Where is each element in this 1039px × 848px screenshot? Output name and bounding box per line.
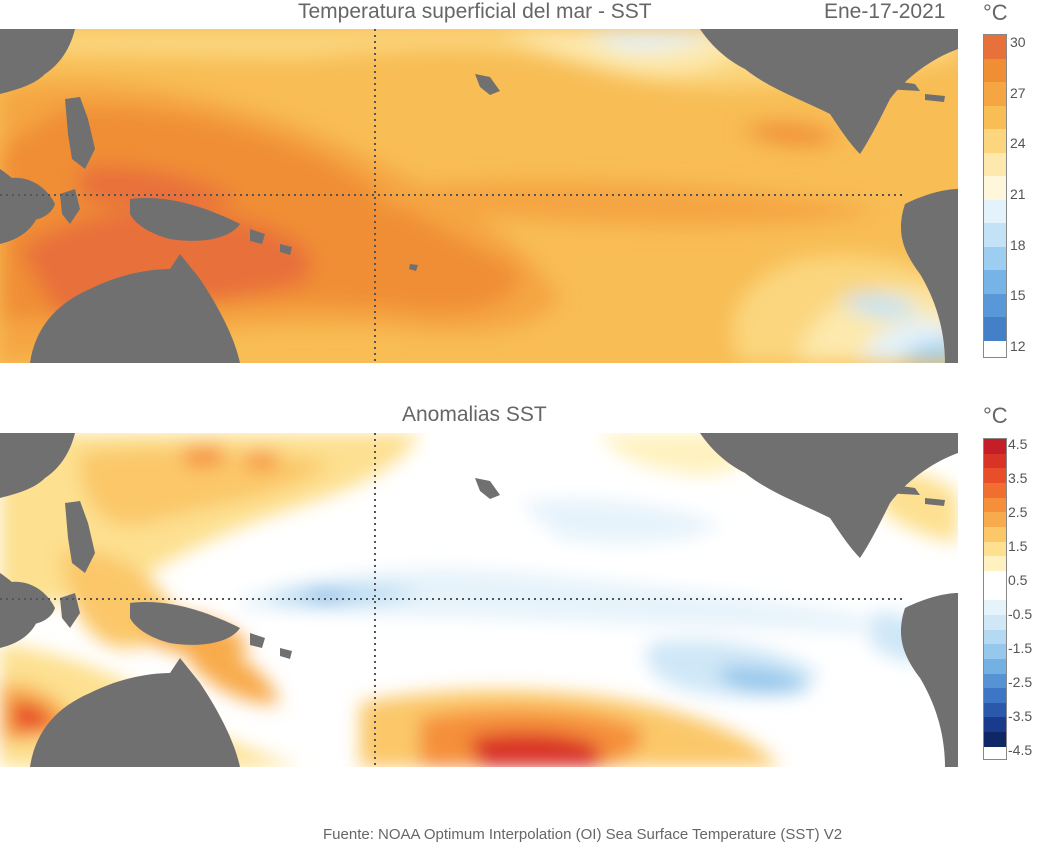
sst-colorbar-swatch	[984, 58, 1006, 83]
anomaly-colorbar-swatch	[984, 629, 1006, 645]
anomaly-colorbar-tick-label: -0.5	[1008, 606, 1033, 622]
anomaly-colorbar-swatch	[984, 453, 1006, 469]
sst-colorbar-tick-label: 15	[1010, 287, 1026, 304]
anomaly-colorbar-swatch	[984, 512, 1006, 527]
anomaly-colorbar-swatch	[984, 556, 1006, 571]
sst-colorbar-swatch	[984, 105, 1006, 130]
sst-colorbar-tick-label: 12	[1010, 338, 1026, 354]
sst-map-title: Temperatura superficial del mar - SST	[298, 0, 652, 23]
anomaly-colorbar	[983, 438, 1007, 760]
sst-colorbar	[983, 34, 1007, 358]
sst-colorbar-tick-label: 27	[1010, 84, 1026, 101]
anomaly-colorbar-tick-label: 1.5	[1008, 538, 1028, 554]
anomaly-colorbar-swatch	[984, 585, 1006, 601]
sst-colorbar-tick-label: 30	[1010, 34, 1026, 50]
anomaly-colorbar-swatch	[984, 732, 1006, 747]
anomaly-map-title: Anomalias SST	[402, 403, 547, 426]
sst-colorbar-swatch	[984, 129, 1006, 153]
sst-colorbar-swatch	[984, 199, 1006, 224]
sst-colorbar-swatch	[984, 246, 1006, 271]
anomaly-colorbar-swatch	[984, 439, 1006, 454]
anomaly-colorbar-tick-label: 4.5	[1008, 436, 1028, 452]
anomaly-colorbar-tick-label: 3.5	[1008, 470, 1028, 486]
anomaly-colorbar-swatch	[984, 717, 1006, 733]
anomaly-colorbar-tick-label: -2.5	[1008, 674, 1033, 690]
anomaly-colorbar-swatch	[984, 644, 1006, 659]
anomaly-colorbar-tick-label: 2.5	[1008, 504, 1028, 520]
anomaly-colorbar-swatch	[984, 688, 1006, 703]
anomaly-colorbar-swatch	[984, 600, 1006, 615]
anomaly-colorbar-swatch	[984, 497, 1006, 513]
sst-colorbar-swatch	[984, 82, 1006, 106]
anomaly-colorbar-swatch	[984, 702, 1006, 718]
sst-map	[0, 29, 958, 363]
sst-colorbar-tick-label: 18	[1010, 236, 1026, 253]
anomaly-colorbar-swatch	[984, 526, 1006, 542]
anomaly-colorbar-tick-label: -4.5	[1008, 742, 1033, 758]
anomaly-colorbar-tick-label: -3.5	[1008, 708, 1033, 724]
anomaly-colorbar-tick-label: -1.5	[1008, 640, 1033, 656]
sst-colorbar-swatch	[984, 152, 1006, 177]
anomaly-colorbar-swatch	[984, 468, 1006, 483]
anomaly-colorbar-swatch	[984, 482, 1006, 498]
anomaly-landmass-shapes	[0, 433, 958, 767]
sst-colorbar-swatch	[984, 223, 1006, 247]
anomaly-unit-label: °C	[983, 403, 1008, 428]
sst-date-label: Ene-17-2021	[824, 0, 946, 23]
sst-colorbar-swatch	[984, 35, 1006, 59]
data-source-credit: Fuente: NOAA Optimum Interpolation (OI) …	[323, 826, 843, 843]
sst-landmass-shapes	[0, 29, 958, 363]
anomaly-colorbar-swatch	[984, 541, 1006, 557]
anomaly-map	[0, 433, 958, 767]
sst-colorbar-swatch	[984, 317, 1006, 341]
sst-colorbar-tick-label: 24	[1010, 135, 1026, 152]
anomaly-colorbar-tick-label: 0.5	[1008, 572, 1028, 588]
anomaly-colorbar-swatch	[984, 614, 1006, 630]
anomaly-colorbar-swatch	[984, 658, 1006, 674]
anomaly-colorbar-swatch	[984, 570, 1006, 586]
anomaly-colorbar-swatch	[984, 673, 1006, 689]
sst-colorbar-swatch	[984, 270, 1006, 294]
sst-colorbar-swatch	[984, 176, 1006, 200]
sst-colorbar-swatch	[984, 293, 1006, 318]
sst-unit-label: °C	[983, 0, 1008, 25]
sst-colorbar-tick-label: 21	[1010, 186, 1026, 202]
